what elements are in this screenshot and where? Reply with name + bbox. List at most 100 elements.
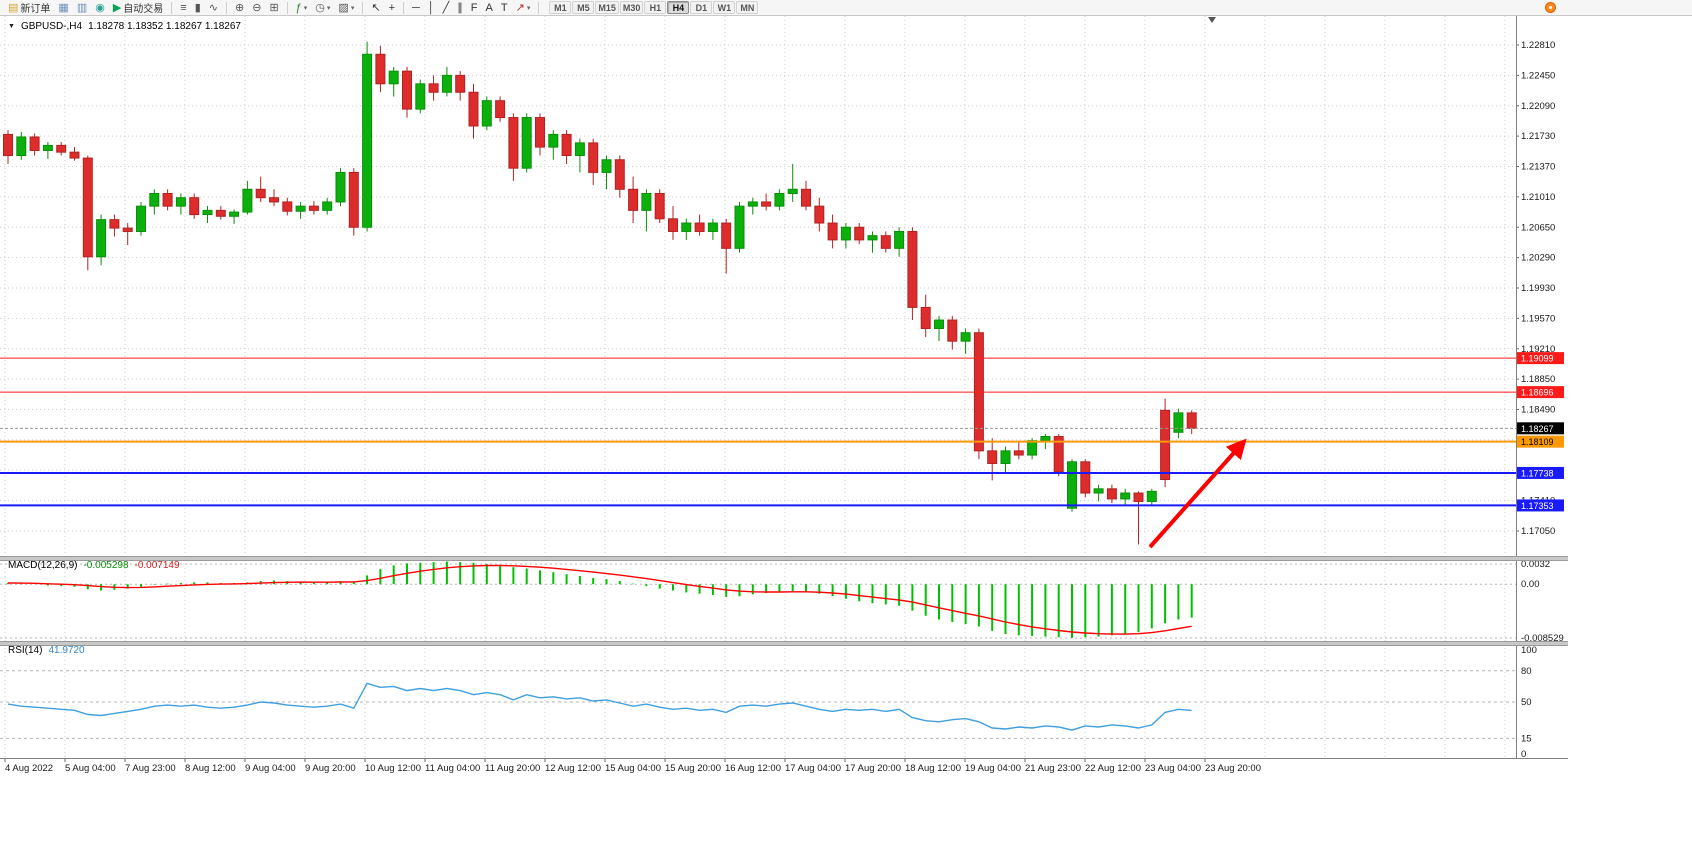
chart-menu-icon[interactable]: ▼: [8, 23, 15, 30]
candle-body: [69, 151, 80, 159]
candle-body: [149, 193, 160, 207]
chevron-down-icon: ▾: [303, 4, 308, 12]
time-axis-label: 12 Aug 12:00: [545, 763, 601, 774]
candle: [628, 176, 639, 224]
candle-body: [362, 53, 373, 228]
toolbar-templates-button[interactable]: ▨ ▾: [334, 1, 358, 15]
level-price-tag[interactable]: 1.19099: [1517, 352, 1564, 365]
toolbar-new-order-button[interactable]: ▤ 新订单: [4, 1, 54, 16]
toolbar-bar-chart-button[interactable]: ≡: [176, 1, 190, 15]
toolbar: ▤ 新订单 ▦ ▥ ◉ ▶ 自动交易 ≡ ▮ ∿ ⊕ ⊖ ⊞ ƒ ▾ ◷ ▾ ▨ ▾ ↖ + ─ │ ╱ ∥ F A T ↗ ▾ M1 M5 M…: [0, 0, 1692, 16]
toolbar-zoom-in-button[interactable]: ⊕: [231, 1, 248, 15]
toolbar-cursor-button[interactable]: ↖: [367, 1, 384, 15]
toolbar-candlestick-chart-button[interactable]: ▮: [191, 1, 205, 15]
candle-body: [441, 74, 452, 93]
level-price-tag[interactable]: 1.18109: [1517, 435, 1564, 448]
current-price-tag[interactable]: 1.18267: [1517, 422, 1564, 435]
toolbar-indicators-button[interactable]: ƒ ▾: [292, 1, 312, 15]
toolbar-horizontal-line-button[interactable]: ─: [408, 1, 424, 15]
candle-body: [1160, 409, 1171, 481]
timeframe-toolbar: M1 M5 M15 M30 H1 H4 D1 W1 MN: [549, 1, 759, 14]
rsi-axis-label: 0: [1521, 749, 1526, 760]
toolbar-periods-button[interactable]: ◷ ▾: [311, 1, 334, 15]
toolbar-zoom-out-button[interactable]: ⊖: [248, 1, 265, 15]
new-order-label: 新订单: [20, 4, 51, 15]
candle-body: [481, 100, 492, 127]
toolbar-text-label-button[interactable]: T: [497, 1, 512, 15]
candle-body: [721, 222, 732, 249]
timeframe-W1-button[interactable]: W1: [713, 1, 736, 14]
candle: [827, 214, 838, 249]
candle-body: [787, 188, 798, 194]
candle-body: [1040, 436, 1051, 442]
toolbar-arrows-button[interactable]: ↗ ▾: [512, 1, 535, 15]
pane-separator[interactable]: [0, 556, 1568, 561]
toolbar-trendline-button[interactable]: ╱: [439, 1, 454, 15]
toolbar-tile-windows-button[interactable]: ⊞: [265, 1, 282, 15]
candle: [1120, 488, 1131, 506]
level-price-tag-bg: [1517, 352, 1564, 365]
toolbar-vertical-line-button[interactable]: │: [424, 1, 439, 15]
candle: [3, 130, 13, 164]
candle: [69, 147, 80, 161]
periods-icon: ◷: [315, 1, 325, 14]
level-price-tag[interactable]: 1.18696: [1517, 386, 1564, 399]
rsi-pane-label: RSI(14) 41.9720: [8, 645, 85, 656]
timeframe-H1-button[interactable]: H1: [644, 1, 667, 14]
candle-body: [375, 53, 386, 85]
level-price-tag-bg: [1517, 466, 1564, 479]
candle-body: [42, 144, 53, 151]
candle: [641, 189, 652, 232]
toolbar-text-button[interactable]: A: [482, 1, 497, 15]
candle: [229, 209, 240, 224]
toolbar-refresh-button[interactable]: ◉: [91, 1, 109, 15]
candle: [136, 201, 146, 236]
candle-body: [189, 197, 200, 216]
timeframe-M15-button[interactable]: M15: [595, 1, 619, 14]
candle-body: [295, 205, 306, 212]
candle: [747, 197, 758, 215]
toolbar-equidistant-channel-button[interactable]: ∥: [453, 1, 467, 15]
candle-body: [202, 209, 213, 216]
candle: [814, 197, 825, 232]
trend-arrow-annotation[interactable]: [1148, 438, 1247, 549]
macd-axis-label: -0.008529: [1521, 633, 1564, 644]
level-price-tag[interactable]: 1.17738: [1517, 466, 1564, 479]
timeframe-M1-button[interactable]: M1: [549, 1, 572, 14]
candle: [348, 168, 359, 236]
price-axis-label: 1.21370: [1521, 162, 1555, 173]
price-axis-label: 1.21010: [1521, 192, 1555, 203]
candle-body: [1186, 412, 1197, 429]
time-axis[interactable]: 4 Aug 2022 5 Aug 04:00 7 Aug 23:00 8 Aug 12…: [4, 758, 1261, 774]
rsi-axis-label: 80: [1521, 666, 1532, 677]
timeframe-D1-button[interactable]: D1: [690, 1, 713, 14]
timeframe-H4-button[interactable]: H4: [667, 1, 690, 14]
time-axis-label: 10 Aug 12:00: [365, 763, 421, 774]
toolbar-line-chart-button[interactable]: ∿: [205, 1, 222, 15]
toolbar-crosshair-button[interactable]: +: [385, 1, 399, 15]
candle: [1093, 484, 1104, 502]
rsi-axis-label: 50: [1521, 697, 1532, 708]
candle: [162, 189, 173, 211]
toolbar-fibonacci-button[interactable]: F: [467, 1, 482, 15]
candle: [588, 138, 599, 186]
timeframe-M5-button[interactable]: M5: [572, 1, 595, 14]
candle: [122, 223, 133, 245]
pane-separator[interactable]: [0, 641, 1568, 646]
horizontal-line-icon: ─: [412, 1, 420, 14]
zoom-in-icon: ⊕: [235, 1, 245, 14]
candle-body: [681, 222, 692, 232]
trendline-icon: ╱: [442, 1, 450, 14]
level-price-tag[interactable]: 1.17353: [1517, 499, 1564, 512]
candle-body: [654, 193, 665, 220]
toolbar-auto-trading-button[interactable]: ▶ 自动交易: [109, 1, 167, 16]
chart-shift-marker[interactable]: [1208, 17, 1216, 23]
toolbar-chart-windows-button[interactable]: ▦: [54, 1, 72, 15]
candle-body: [255, 188, 266, 199]
alert-icon[interactable]: [1545, 2, 1556, 13]
price-axis[interactable]: 1.22810 1.22450 1.22090 1.21730 1.21370 1.210…: [1516, 40, 1564, 760]
timeframe-M30-button[interactable]: M30: [619, 1, 644, 14]
toolbar-profiles-button[interactable]: ▥: [73, 1, 91, 15]
timeframe-MN-button[interactable]: MN: [736, 1, 759, 14]
